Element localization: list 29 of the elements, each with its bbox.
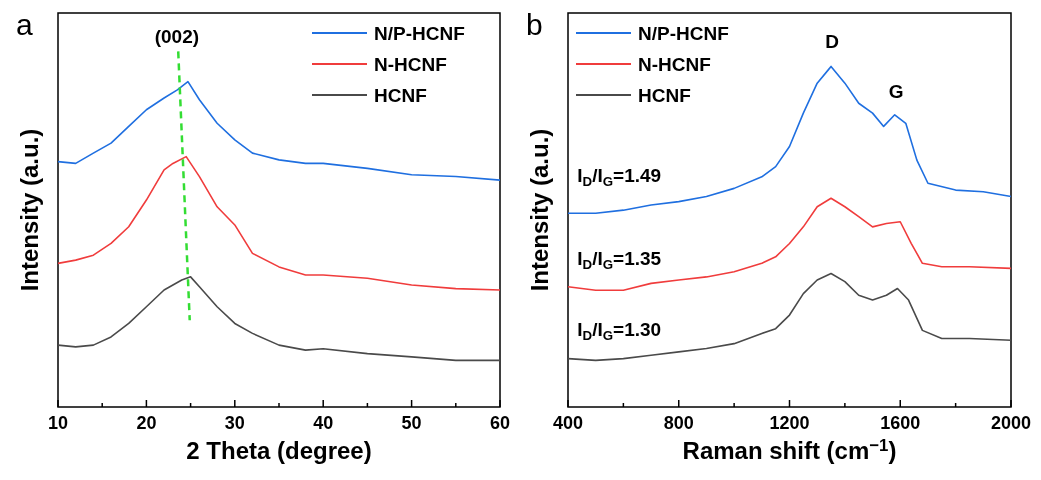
legend-label: N-HCNF bbox=[374, 54, 447, 75]
legend-label: HCNF bbox=[638, 85, 691, 106]
chart-title: b bbox=[526, 8, 543, 41]
annotation: I$_{D}$/I$_{G}$=1.30 bbox=[577, 319, 662, 343]
annotation: I$_{D}$/I$_{G}$=1.49 bbox=[577, 165, 662, 190]
x-tick-label: 30 bbox=[224, 413, 245, 433]
x-tick-label: 40 bbox=[313, 413, 334, 433]
x-tick-label: 800 bbox=[663, 413, 694, 433]
y-axis-title: Intensity (a.u.) bbox=[16, 128, 43, 292]
x-axis-title: 2 Theta (degree) bbox=[186, 437, 372, 464]
x-tick-label: 50 bbox=[401, 413, 422, 433]
legend-label: HCNF bbox=[374, 85, 427, 106]
text: (002) bbox=[154, 25, 200, 47]
y-axis-title: Intensity (a.u.) bbox=[526, 128, 553, 292]
legend-label: N/P-HCNF bbox=[374, 23, 465, 44]
annotation: G bbox=[888, 80, 904, 102]
x-tick-label: 60 bbox=[489, 413, 511, 433]
chart-title: a bbox=[16, 8, 33, 41]
text: D bbox=[825, 31, 839, 53]
x-tick-label: 2000 bbox=[990, 413, 1032, 433]
legend-label: N/P-HCNF bbox=[638, 23, 729, 44]
x-axis-title: Raman shift (cm$^{−1}$) bbox=[682, 436, 897, 464]
x-tick-label: 10 bbox=[47, 413, 69, 433]
x-tick-label: 20 bbox=[136, 413, 157, 433]
legend-label: N-HCNF bbox=[638, 54, 711, 75]
x-tick-label: 400 bbox=[552, 413, 584, 433]
annotation: I$_{D}$/I$_{G}$=1.35 bbox=[577, 248, 662, 273]
x-tick-label: 1200 bbox=[769, 413, 810, 433]
x-tick-label: 1600 bbox=[880, 413, 921, 433]
